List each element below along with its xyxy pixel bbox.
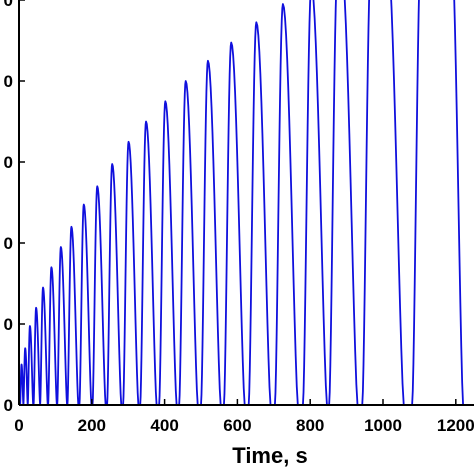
x-tick-labels: 0 200 400 600 800 1000 1200 bbox=[14, 416, 474, 435]
x-tick-label: 600 bbox=[223, 416, 251, 435]
y-tick-label: 0 bbox=[4, 315, 13, 334]
x-tick-label: 1000 bbox=[364, 416, 402, 435]
x-tick-label: 1200 bbox=[437, 416, 474, 435]
axes bbox=[18, 0, 474, 406]
y-tick-label: 0 bbox=[4, 72, 13, 91]
x-tick-label: 200 bbox=[78, 416, 106, 435]
y-tick-labels: 0 0 0 0 0 0 bbox=[4, 0, 13, 415]
plot-area bbox=[19, 0, 474, 406]
x-tick-label: 800 bbox=[296, 416, 324, 435]
y-tick-label: 0 bbox=[4, 396, 13, 415]
y-tick-label: 0 bbox=[4, 0, 13, 10]
y-tick-label: 0 bbox=[4, 234, 13, 253]
x-tick-label: 400 bbox=[150, 416, 178, 435]
x-axis-title: Time, s bbox=[232, 443, 307, 468]
series-line-1 bbox=[19, 0, 474, 406]
y-tick-label: 0 bbox=[4, 153, 13, 172]
x-tick-label: 0 bbox=[14, 416, 23, 435]
